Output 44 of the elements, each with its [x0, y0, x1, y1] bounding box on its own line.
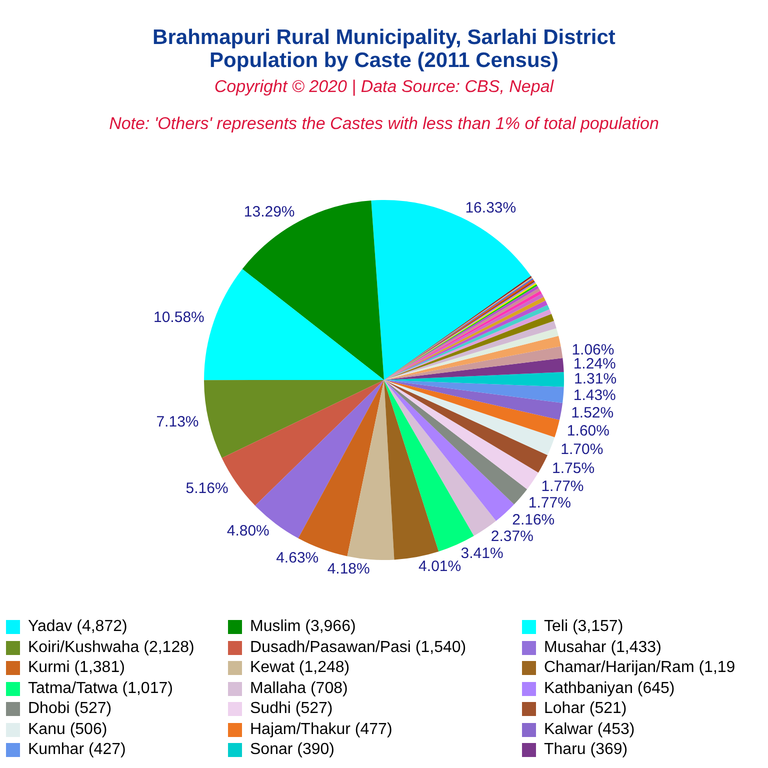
data-label: 2.37% [490, 528, 534, 546]
data-label: 4.01% [418, 558, 462, 575]
data-label: 4.80% [226, 522, 270, 540]
data-label: 4.63% [276, 550, 319, 567]
legend-label: Sudhi (527) [250, 699, 333, 719]
data-label: 1.77% [541, 478, 584, 495]
data-label: 1.70% [560, 441, 604, 458]
legend-label: Kumhar (427) [28, 740, 126, 760]
data-label: 1.60% [566, 422, 610, 440]
legend-label: Kathbaniyan (645) [544, 678, 675, 698]
legend-label: Mallaha (708) [250, 678, 348, 698]
legend-label: Dhobi (527) [28, 699, 112, 719]
legend-label: Kalwar (453) [544, 720, 635, 740]
data-label: 7.13% [156, 413, 199, 430]
legend-label: Kanu (506) [28, 720, 108, 740]
data-label: 10.58% [154, 309, 204, 326]
legend-label: Chamar/Harijan/Ram (1,19 [544, 658, 736, 678]
chart-subtitle: Copyright © 2020 | Data Source: CBS, Nepal [214, 77, 554, 96]
data-label: 2.16% [512, 511, 555, 528]
legend-label: Musahar (1,433) [544, 638, 662, 658]
legend-label: Teli (3,157) [544, 617, 624, 637]
chart-title: Brahmapuri Rural Municipality, Sarlahi District Population by Caste (2011 Census) [152, 26, 616, 72]
legend-label: Lohar (521) [544, 699, 627, 719]
legend-label: Dusadh/Pasawan/Pasi (1,540) [250, 638, 466, 658]
data-label: 3.41% [460, 544, 504, 562]
data-label: 16.33% [465, 199, 516, 216]
legend-label: Kurmi (1,381) [28, 658, 125, 678]
text: Note: 'Others' represents the Castes with less than 1% of total population [109, 114, 659, 133]
data-label: 1.77% [528, 494, 571, 512]
data-label: 5.16% [186, 480, 228, 498]
legend-label: Koiri/Kushwaha (2,128) [28, 638, 194, 658]
data-label: 4.18% [327, 560, 370, 578]
data-label: 13.29% [244, 203, 295, 220]
legend-label: Muslim (3,966) [250, 617, 356, 637]
legend-label: Yadav (4,872) [28, 617, 128, 637]
data-label: 1.75% [552, 460, 595, 477]
data-label: 1.43% [573, 386, 616, 404]
data-label: 1.52% [571, 404, 614, 422]
legend-label: Kewat (1,248) [250, 658, 350, 678]
data-label: 1.31% [574, 370, 617, 388]
legend-label: Sonar (390) [250, 740, 334, 760]
legend-label: Tharu (369) [544, 740, 628, 760]
legend-label: Tatma/Tatwa (1,017) [28, 678, 173, 698]
legend-label: Hajam/Thakur (477) [250, 720, 392, 740]
